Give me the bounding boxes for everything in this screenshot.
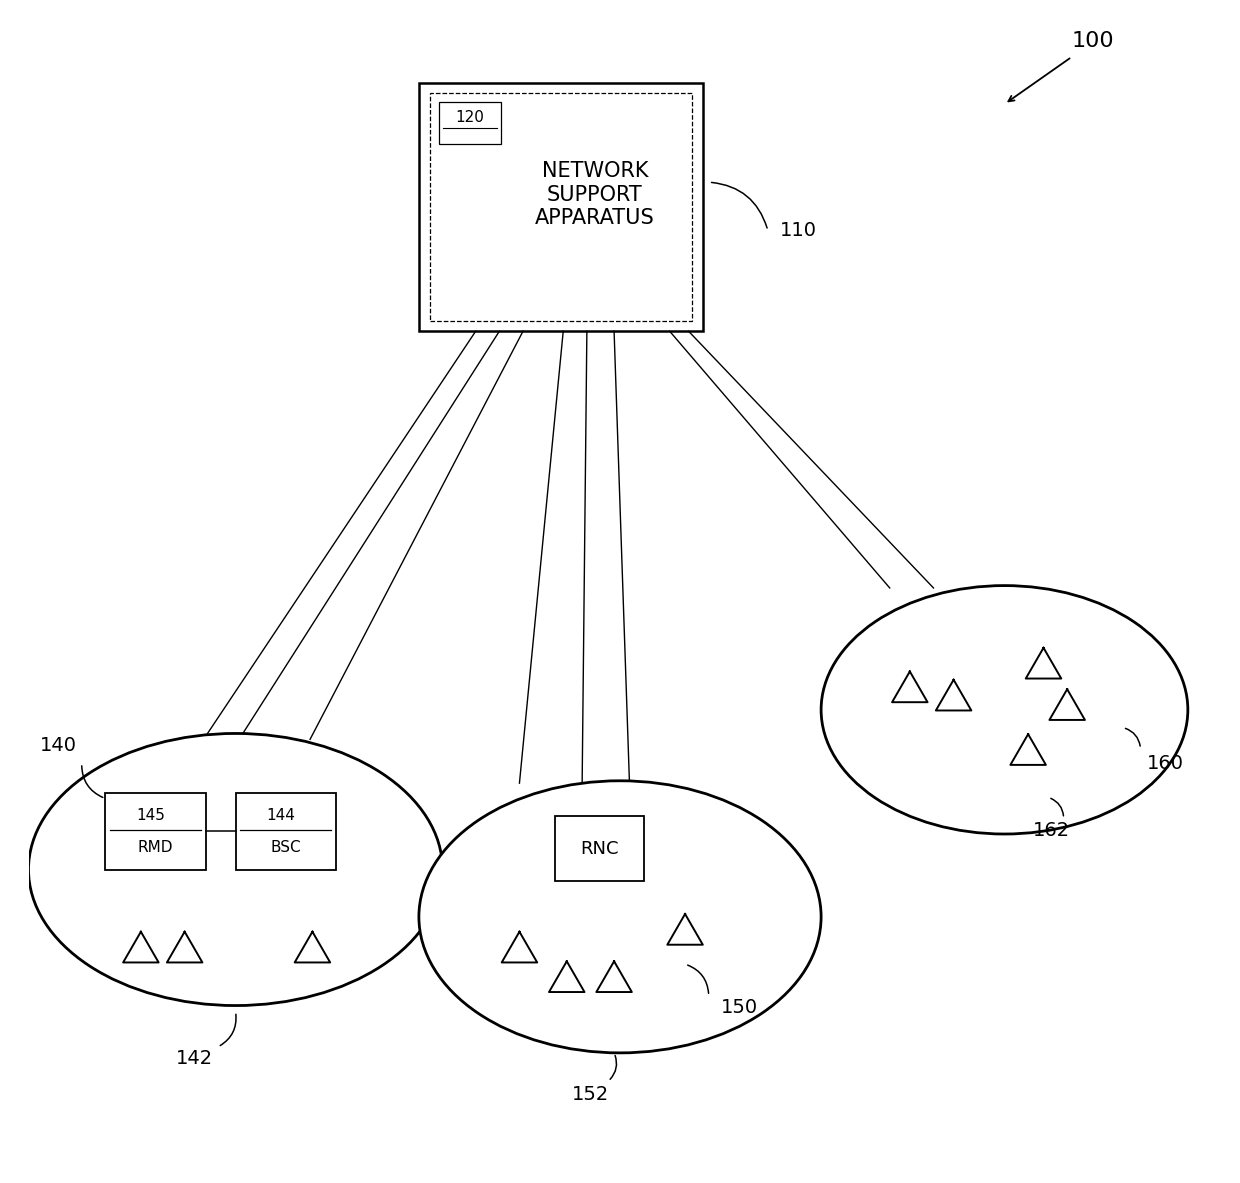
Text: 140: 140: [41, 736, 77, 755]
Text: 110: 110: [780, 221, 817, 240]
Text: RMD: RMD: [138, 840, 174, 855]
FancyBboxPatch shape: [439, 102, 501, 144]
Ellipse shape: [419, 781, 821, 1053]
Text: 144: 144: [267, 808, 295, 823]
FancyBboxPatch shape: [429, 93, 692, 321]
Text: RNC: RNC: [580, 840, 619, 858]
FancyBboxPatch shape: [419, 83, 703, 331]
Text: 100: 100: [1071, 32, 1115, 51]
Ellipse shape: [29, 733, 443, 1006]
Text: NETWORK
SUPPORT
APPARATUS: NETWORK SUPPORT APPARATUS: [534, 161, 655, 228]
Text: BSC: BSC: [270, 840, 301, 855]
Text: 145: 145: [136, 808, 165, 823]
Text: 160: 160: [1147, 754, 1183, 772]
Text: 150: 150: [720, 998, 758, 1017]
Text: 152: 152: [572, 1085, 609, 1104]
Text: 120: 120: [455, 110, 484, 125]
FancyBboxPatch shape: [105, 793, 206, 870]
Text: 142: 142: [176, 1049, 213, 1068]
Ellipse shape: [821, 586, 1188, 834]
Text: 162: 162: [1033, 821, 1070, 840]
FancyBboxPatch shape: [236, 793, 336, 870]
FancyBboxPatch shape: [556, 816, 644, 881]
